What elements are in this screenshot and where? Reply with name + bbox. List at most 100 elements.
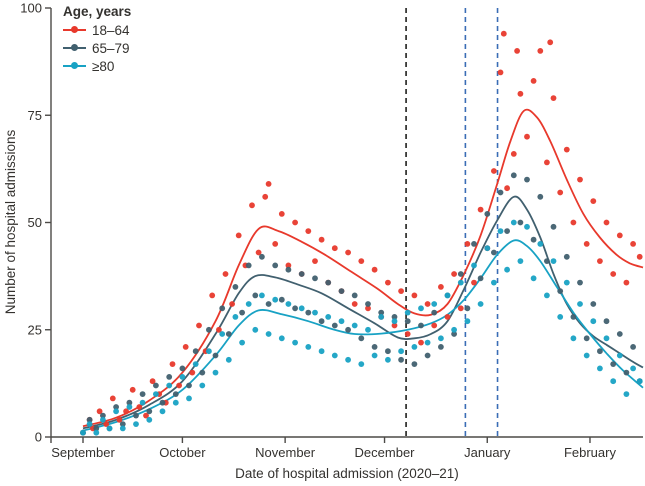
scatter-point — [391, 318, 398, 325]
y-tick-label: 50 — [28, 215, 42, 230]
scatter-point — [129, 386, 136, 393]
scatter-point — [623, 369, 630, 376]
scatter-point — [325, 279, 332, 286]
scatter-point — [133, 412, 139, 419]
scatter-point — [365, 301, 371, 307]
scatter-point — [358, 258, 365, 264]
scatter-point — [530, 275, 537, 282]
scatter-point — [249, 202, 255, 209]
scatter-point — [577, 301, 583, 307]
scatter-point — [524, 176, 530, 183]
scatter-point — [524, 223, 530, 230]
scatter-point — [424, 301, 431, 307]
scatter-point — [285, 301, 292, 307]
scatter-point — [176, 382, 183, 389]
scatter-point — [232, 284, 239, 290]
series-18-64-points — [80, 30, 643, 436]
scatter-point — [398, 288, 404, 294]
scatter-point — [278, 211, 285, 217]
scatter-point — [305, 309, 312, 316]
scatter-point — [225, 331, 232, 337]
scatter-point — [272, 296, 279, 303]
scatter-point — [537, 241, 544, 247]
scatter-point — [182, 344, 189, 350]
scatter-point — [143, 412, 149, 419]
scatter-point — [351, 301, 358, 307]
scatter-point — [497, 69, 504, 76]
scatter-point — [331, 322, 338, 329]
series-80plus-trend-line — [82, 239, 644, 432]
y-tick-label: 100 — [20, 1, 42, 16]
legend-label: 65–79 — [92, 40, 130, 56]
scatter-point — [103, 421, 110, 427]
scatter-point — [331, 352, 338, 359]
scatter-point — [517, 90, 524, 97]
scatter-point — [530, 78, 537, 84]
x-tick-label: October — [159, 445, 206, 460]
scatter-point — [457, 305, 464, 312]
scatter-point — [255, 249, 262, 256]
scatter-point — [630, 365, 636, 372]
scatter-point — [517, 258, 524, 264]
scatter-point — [563, 253, 570, 260]
scatter-point — [385, 279, 391, 286]
scatter-point — [126, 404, 133, 410]
scatter-point — [209, 292, 216, 299]
scatter-point — [557, 288, 564, 294]
scatter-point — [272, 262, 279, 269]
legend-title: Age, years — [63, 4, 132, 19]
scatter-point — [510, 172, 517, 179]
scatter-point — [570, 335, 577, 342]
scatter-point — [136, 404, 143, 410]
scatter-point — [550, 258, 557, 264]
scatter-point — [305, 344, 312, 350]
legend-marker-icon — [63, 62, 86, 70]
scatter-point — [358, 361, 365, 367]
scatter-point — [259, 253, 265, 260]
scatter-point — [312, 309, 318, 316]
scatter-point — [371, 266, 378, 273]
scatter-point — [590, 318, 597, 325]
scatter-point — [186, 382, 192, 389]
scatter-point — [583, 241, 590, 247]
scatter-point — [537, 48, 544, 54]
scatter-point — [471, 279, 477, 286]
scatter-point — [464, 305, 471, 312]
x-tick-label: January — [464, 445, 511, 460]
scatter-point — [109, 395, 116, 402]
scatter-point — [265, 331, 272, 337]
legend-marker-icon — [63, 44, 86, 52]
scatter-point — [438, 335, 444, 342]
scatter-point — [159, 399, 166, 406]
y-tick-label: 75 — [28, 108, 42, 123]
scatter-point — [550, 95, 557, 101]
scatter-point — [225, 356, 232, 363]
scatter-point — [471, 241, 477, 247]
scatter-point — [96, 408, 103, 415]
scatter-point — [630, 344, 636, 350]
scatter-point — [252, 292, 259, 299]
scatter-point — [464, 318, 471, 325]
scatter-point — [133, 421, 139, 427]
scatter-point — [126, 399, 133, 406]
scatter-point — [179, 365, 186, 372]
scatter-point — [139, 399, 146, 406]
scatter-point — [524, 133, 530, 140]
scatter-point — [351, 322, 358, 329]
series-18-64-trend-line — [82, 108, 644, 428]
scatter-point — [229, 301, 236, 307]
scatter-point — [338, 288, 345, 294]
legend-item-1: 65–79 — [63, 39, 131, 57]
scatter-point — [149, 378, 156, 385]
scatter-point — [514, 48, 520, 54]
legend: Age, years 18–64 65–79 ≥80 — [63, 4, 131, 75]
scatter-point — [169, 361, 176, 367]
scatter-point — [345, 356, 351, 363]
scatter-point — [245, 301, 252, 307]
scatter-point — [113, 404, 119, 410]
scatter-point — [278, 335, 285, 342]
scatter-point — [272, 241, 279, 247]
scatter-point — [153, 391, 159, 397]
